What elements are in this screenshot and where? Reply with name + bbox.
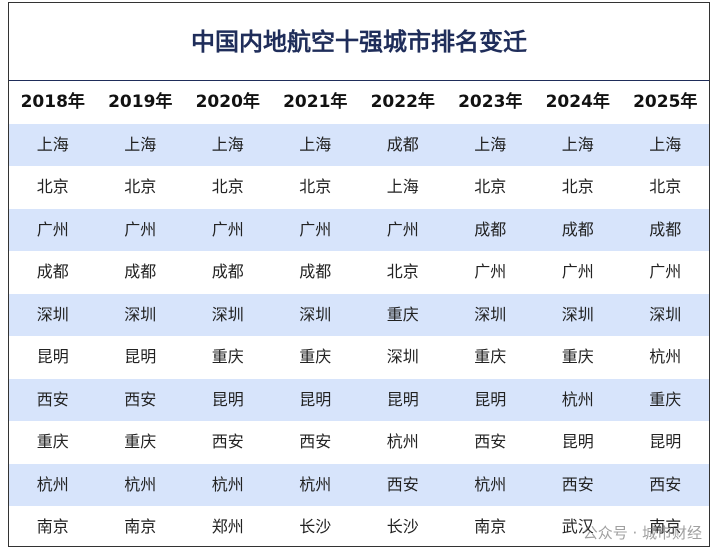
table-cell: 昆明 xyxy=(36,347,69,366)
table-cell: 成都 xyxy=(211,262,244,281)
table-cell: 昆明 xyxy=(124,347,157,366)
column-header: 2022年 xyxy=(370,92,435,112)
table-cell: 广州 xyxy=(184,208,272,251)
table-cell: 南京 xyxy=(36,517,69,536)
table-cell: 昆明 xyxy=(271,378,359,421)
table-cell: 深圳 xyxy=(386,347,419,366)
table-cell: 杭州 xyxy=(386,432,419,451)
table-cell: 成都 xyxy=(446,208,534,251)
table-cell: 长沙 xyxy=(299,517,332,536)
table-cell: 西安 xyxy=(621,463,709,506)
table-cell: 重庆 xyxy=(211,347,244,366)
column-header: 2023年 xyxy=(458,92,523,112)
table-title: 中国内地航空十强城市排名变迁 xyxy=(9,3,709,81)
table-cell: 重庆 xyxy=(124,432,157,451)
table-cell: 西安 xyxy=(9,378,97,421)
table-cell: 深圳 xyxy=(96,293,184,336)
table-cell: 深圳 xyxy=(534,293,622,336)
table-cell: 南京 xyxy=(474,517,507,536)
table-cell: 北京 xyxy=(474,177,507,196)
table-cell: 深圳 xyxy=(271,293,359,336)
table-cell: 昆明 xyxy=(446,378,534,421)
table-cell: 上海 xyxy=(271,123,359,166)
table-cell: 成都 xyxy=(621,208,709,251)
table-cell: 杭州 xyxy=(649,347,682,366)
table-cell: 上海 xyxy=(621,123,709,166)
table-cell: 上海 xyxy=(386,177,419,196)
table-cell: 上海 xyxy=(9,123,97,166)
table-cell: 重庆 xyxy=(299,347,332,366)
table-cell: 上海 xyxy=(534,123,622,166)
table-cell: 杭州 xyxy=(534,378,622,421)
table-cell: 深圳 xyxy=(621,293,709,336)
table-cell: 深圳 xyxy=(446,293,534,336)
table-cell: 长沙 xyxy=(386,517,419,536)
table-cell: 广州 xyxy=(271,208,359,251)
column-header: 2024年 xyxy=(545,92,610,112)
table-cell: 成都 xyxy=(359,123,447,166)
table-cell: 重庆 xyxy=(621,378,709,421)
column-header: 2019年 xyxy=(108,92,173,112)
table-cell: 南京 xyxy=(124,517,157,536)
table-cell: 杭州 xyxy=(271,463,359,506)
table-cell: 北京 xyxy=(561,177,594,196)
table-cell: 广州 xyxy=(9,208,97,251)
table-cell: 上海 xyxy=(96,123,184,166)
table-cell: 成都 xyxy=(299,262,332,281)
table-cell: 广州 xyxy=(474,262,507,281)
table-cell: 杭州 xyxy=(446,463,534,506)
table-cell: 重庆 xyxy=(359,293,447,336)
table-cell: 广州 xyxy=(359,208,447,251)
table-cell: 西安 xyxy=(96,378,184,421)
table-cell: 昆明 xyxy=(359,378,447,421)
column-header: 2021年 xyxy=(283,92,348,112)
table-cell: 杭州 xyxy=(184,463,272,506)
table-cell: 武汉 xyxy=(561,517,594,536)
table-cell: 深圳 xyxy=(184,293,272,336)
table-cell: 西安 xyxy=(299,432,332,451)
table-cell: 重庆 xyxy=(474,347,507,366)
table-cell: 南京 xyxy=(649,517,682,536)
table-cell: 深圳 xyxy=(9,293,97,336)
table-frame: 中国内地航空十强城市排名变迁 2018年 2019年 2020年 2021年 2022年… xyxy=(8,2,710,547)
table-cell: 北京 xyxy=(124,177,157,196)
column-header: 2018年 xyxy=(20,92,85,112)
column-header: 2025年 xyxy=(633,92,698,112)
table-cell: 昆明 xyxy=(561,432,594,451)
table-cell: 西安 xyxy=(211,432,244,451)
table-cell: 重庆 xyxy=(36,432,69,451)
table-cell: 昆明 xyxy=(184,378,272,421)
table-cell: 上海 xyxy=(184,123,272,166)
table-cell: 成都 xyxy=(36,262,69,281)
table-cell: 杭州 xyxy=(9,463,97,506)
table-cell: 西安 xyxy=(474,432,507,451)
table-cell: 杭州 xyxy=(96,463,184,506)
table-cell: 北京 xyxy=(649,177,682,196)
table-cell: 北京 xyxy=(36,177,69,196)
table-cell: 成都 xyxy=(124,262,157,281)
column-header: 2020年 xyxy=(195,92,260,112)
table-cell: 广州 xyxy=(561,262,594,281)
table-cell: 重庆 xyxy=(561,347,594,366)
table-cell: 昆明 xyxy=(649,432,682,451)
table-cell: 成都 xyxy=(534,208,622,251)
table-grid: 2018年 2019年 2020年 2021年 2022年 2023年 2024年 2025年… xyxy=(9,81,709,549)
table-cell: 北京 xyxy=(211,177,244,196)
watermark: 公众号 · 城市财经 xyxy=(582,524,702,542)
table-cell: 北京 xyxy=(299,177,332,196)
table-cell: 广州 xyxy=(96,208,184,251)
table-cell: 广州 xyxy=(649,262,682,281)
table-cell: 上海 xyxy=(446,123,534,166)
table-cell: 郑州 xyxy=(211,517,244,536)
table-cell: 北京 xyxy=(386,262,419,281)
table-cell: 西安 xyxy=(359,463,447,506)
table-cell: 西安 xyxy=(534,463,622,506)
